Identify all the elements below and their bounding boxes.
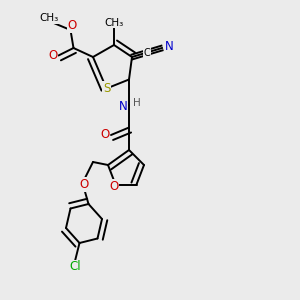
Text: Cl: Cl bbox=[69, 260, 81, 274]
Text: CH₃: CH₃ bbox=[104, 17, 124, 28]
Text: CH₃: CH₃ bbox=[40, 13, 59, 23]
Text: O: O bbox=[100, 128, 109, 142]
Text: O: O bbox=[48, 49, 57, 62]
Text: O: O bbox=[80, 178, 88, 191]
Text: S: S bbox=[103, 82, 110, 95]
Text: O: O bbox=[68, 19, 76, 32]
Text: O: O bbox=[110, 179, 118, 193]
Text: H: H bbox=[133, 98, 140, 109]
Text: N: N bbox=[118, 100, 127, 113]
Text: N: N bbox=[165, 40, 174, 53]
Text: C: C bbox=[144, 47, 150, 58]
